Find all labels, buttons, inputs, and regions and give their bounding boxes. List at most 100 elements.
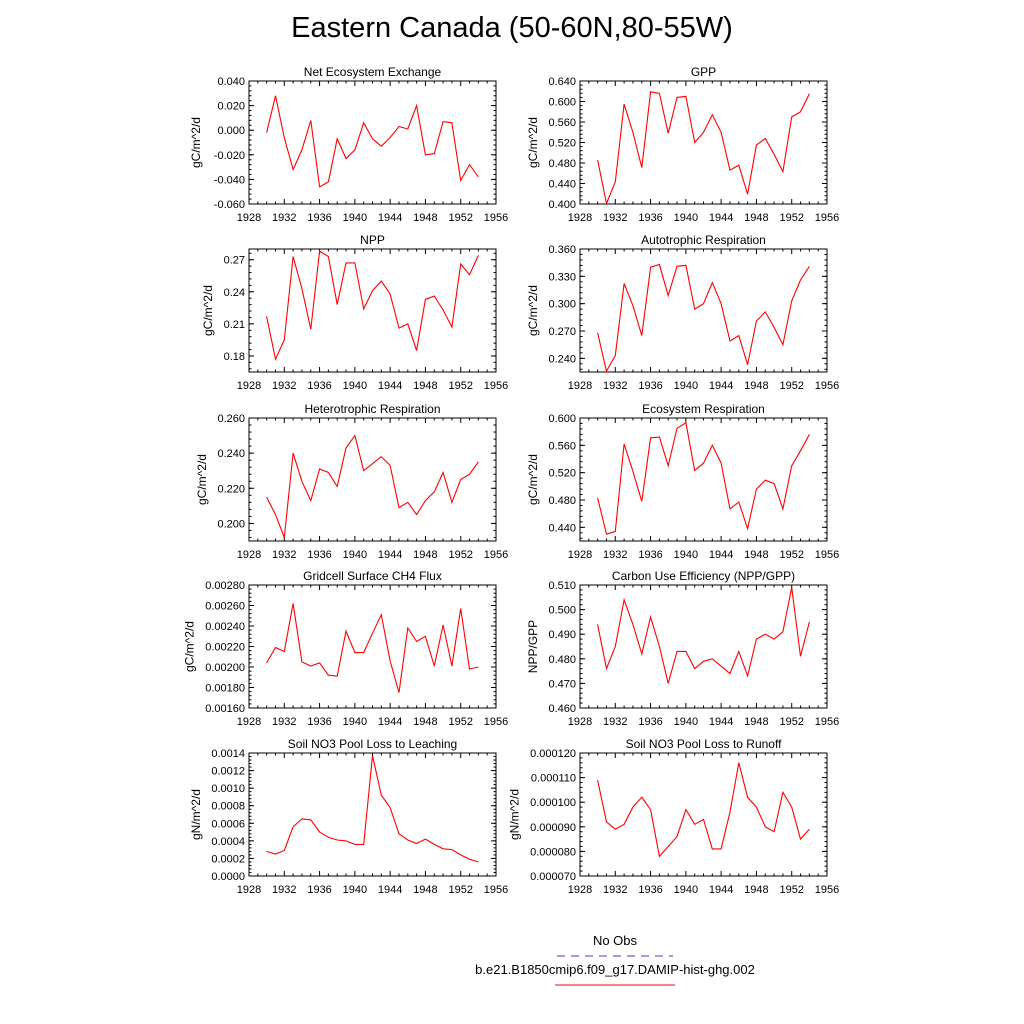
y-tick-label: 0.520 xyxy=(548,138,576,150)
series-line xyxy=(266,603,479,693)
x-tick-label: 1952 xyxy=(779,212,803,224)
x-tick-label: 1956 xyxy=(484,549,508,561)
y-tick-label: 0.400 xyxy=(548,199,576,211)
panel-10: Soil NO3 Pool Loss to Runoff 1928 1932 1936… xyxy=(507,737,839,896)
y-tick-label: 0.00200 xyxy=(205,662,245,674)
x-tick-label: 1948 xyxy=(413,884,437,896)
y-tick-label: 0.00180 xyxy=(205,683,245,695)
x-tick-label: 1932 xyxy=(603,212,627,224)
x-tick-label: 1928 xyxy=(237,884,261,896)
y-tick-label: 0.0014 xyxy=(211,748,245,760)
y-tick-label: 0.21 xyxy=(224,319,245,331)
x-tick-label: 1948 xyxy=(413,380,437,392)
x-tick-label: 1952 xyxy=(448,716,472,728)
x-tick-label: 1948 xyxy=(744,716,768,728)
x-tick-label: 1944 xyxy=(378,549,402,561)
y-tick-label: 0.000070 xyxy=(530,871,576,883)
x-tick-label: 1944 xyxy=(378,212,402,224)
legend-item-no-obs: No Obs xyxy=(555,933,675,963)
series-line xyxy=(266,755,479,863)
x-tick-label: 1956 xyxy=(815,716,839,728)
x-tick-label: 1932 xyxy=(272,380,296,392)
y-tick-label: 0.490 xyxy=(548,629,576,641)
y-tick-label: 0.00280 xyxy=(205,580,245,592)
plot-frame xyxy=(248,584,497,709)
y-axis-label: gN/m^2/d xyxy=(189,789,203,840)
x-tick-label: 1936 xyxy=(638,212,662,224)
x-tick-label: 1932 xyxy=(603,380,627,392)
x-tick-label: 1952 xyxy=(448,884,472,896)
x-tick-label: 1956 xyxy=(815,380,839,392)
y-axis-label: gC/m^2/d xyxy=(526,285,540,336)
panel-1: Net Ecosystem Exchange 1928 1932 1936 1940 19… xyxy=(189,65,508,224)
legend-swatch-solid xyxy=(555,984,675,986)
x-tick-label: 1948 xyxy=(744,380,768,392)
y-tick-label: 0.000 xyxy=(217,125,245,137)
panel-9: Soil NO3 Pool Loss to Leaching 1928 1932 19… xyxy=(189,737,508,896)
y-tick-label: 0.000080 xyxy=(530,846,576,858)
y-tick-label: 0.020 xyxy=(217,101,245,113)
y-tick-label: 0.300 xyxy=(548,299,576,311)
y-tick-label: 0.360 xyxy=(548,244,576,256)
x-tick-label: 1928 xyxy=(237,716,261,728)
x-tick-label: 1936 xyxy=(307,716,331,728)
x-tick-label: 1952 xyxy=(779,549,803,561)
series-line xyxy=(597,91,810,206)
panel-title: Soil NO3 Pool Loss to Runoff xyxy=(626,737,783,751)
x-tick-label: 1932 xyxy=(603,884,627,896)
x-tick-label: 1932 xyxy=(272,212,296,224)
x-tick-label: 1928 xyxy=(237,380,261,392)
x-tick-label: 1940 xyxy=(343,549,367,561)
x-tick-label: 1952 xyxy=(779,716,803,728)
x-tick-label: 1944 xyxy=(378,380,402,392)
x-tick-label: 1948 xyxy=(744,884,768,896)
y-tick-label: 0.18 xyxy=(224,351,245,363)
x-tick-label: 1940 xyxy=(674,380,698,392)
y-tick-label: 0.510 xyxy=(548,580,576,592)
x-tick-label: 1932 xyxy=(272,549,296,561)
y-tick-label: 0.00160 xyxy=(205,703,245,715)
series-line xyxy=(266,434,479,538)
y-tick-label: 0.27 xyxy=(224,255,245,267)
legend-item-case: b.e21.B1850cmip6.f09_g17.DAMIP-hist-ghg.… xyxy=(400,962,830,992)
x-tick-label: 1940 xyxy=(343,716,367,728)
panel-title: Heterotrophic Respiration xyxy=(304,402,440,416)
y-tick-label: 0.0002 xyxy=(211,853,245,865)
x-tick-label: 1956 xyxy=(484,212,508,224)
plot-frame xyxy=(579,80,828,205)
y-tick-label: 0.470 xyxy=(548,678,576,690)
x-tick-label: 1936 xyxy=(307,212,331,224)
y-tick-label: 0.440 xyxy=(548,179,576,191)
x-tick-label: 1928 xyxy=(568,716,592,728)
x-tick-label: 1944 xyxy=(709,212,733,224)
series-line xyxy=(597,587,810,684)
x-tick-label: 1944 xyxy=(378,884,402,896)
y-tick-label: 0.0000 xyxy=(211,871,245,883)
x-tick-label: 1932 xyxy=(272,884,296,896)
x-tick-label: 1928 xyxy=(568,884,592,896)
x-tick-label: 1928 xyxy=(568,549,592,561)
y-tick-label: 0.000100 xyxy=(530,797,576,809)
panel-title: Net Ecosystem Exchange xyxy=(304,65,442,79)
panel-title: Autotrophic Respiration xyxy=(641,233,766,247)
plot-frame xyxy=(248,752,497,877)
panel-title: Carbon Use Efficiency (NPP/GPP) xyxy=(612,569,795,583)
x-tick-label: 1952 xyxy=(779,884,803,896)
y-tick-label: 0.0008 xyxy=(211,801,245,813)
legend-label: No Obs xyxy=(592,933,638,948)
y-tick-label: 0.600 xyxy=(548,97,576,109)
y-tick-label: 0.600 xyxy=(548,413,576,425)
x-tick-label: 1936 xyxy=(638,884,662,896)
y-tick-label: 0.24 xyxy=(224,287,245,299)
y-tick-label: 0.000110 xyxy=(531,773,576,785)
plot-frame xyxy=(579,752,828,877)
y-axis-label: gC/m^2/d xyxy=(195,454,209,505)
x-tick-label: 1936 xyxy=(307,380,331,392)
legend-swatch-dashed xyxy=(557,955,673,957)
series-line xyxy=(266,250,479,361)
series-line xyxy=(266,95,479,188)
x-tick-label: 1948 xyxy=(413,716,437,728)
x-tick-label: 1948 xyxy=(413,549,437,561)
x-tick-label: 1944 xyxy=(709,380,733,392)
page-title: Eastern Canada (50-60N,80-55W) xyxy=(291,12,733,44)
